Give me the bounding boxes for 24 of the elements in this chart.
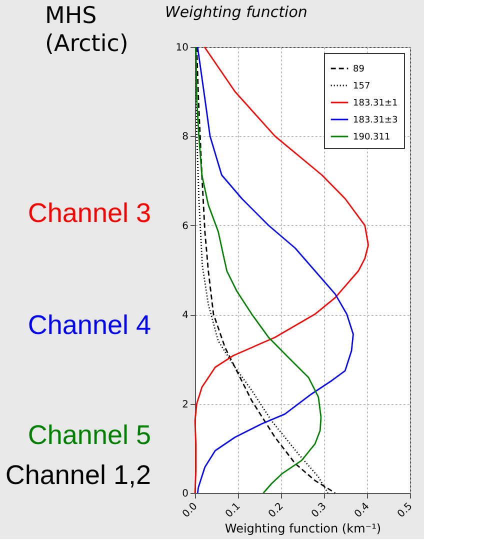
x-tick-label: 0.5 xyxy=(396,500,415,520)
text: MHS (Arctic) xyxy=(45,3,128,57)
x-tick-label: 0.1 xyxy=(224,500,243,520)
y-tick-label: 10 xyxy=(176,42,188,54)
y-tick-label: 2 xyxy=(182,399,188,410)
y-tick-label: 4 xyxy=(182,310,188,322)
x-tick-label: 0.2 xyxy=(266,500,286,520)
y-tick-label: 8 xyxy=(182,132,188,143)
x-tick-label: 0.4 xyxy=(352,500,372,520)
chart-title: Weighting function xyxy=(165,3,308,21)
x-tick-label: 0.0 xyxy=(180,500,200,520)
legend-label: 89 xyxy=(353,64,365,74)
y-tick-label: 0 xyxy=(182,488,188,500)
x-tick-label: 0.3 xyxy=(310,500,329,520)
text: Channel 3 xyxy=(28,198,151,228)
y-tick-label: 6 xyxy=(182,220,188,232)
legend-label: 183.31±1 xyxy=(353,98,398,108)
text: Channel 5 xyxy=(28,420,151,450)
text: Channel 4 xyxy=(28,310,151,340)
x-axis-title: Weighting function (km⁻¹) xyxy=(224,521,382,536)
legend-label: 190.311 xyxy=(353,132,390,142)
text: Channel 1,2 xyxy=(5,460,151,490)
legend-label: 157 xyxy=(353,82,370,92)
legend-label: 183.31±3 xyxy=(353,116,398,126)
